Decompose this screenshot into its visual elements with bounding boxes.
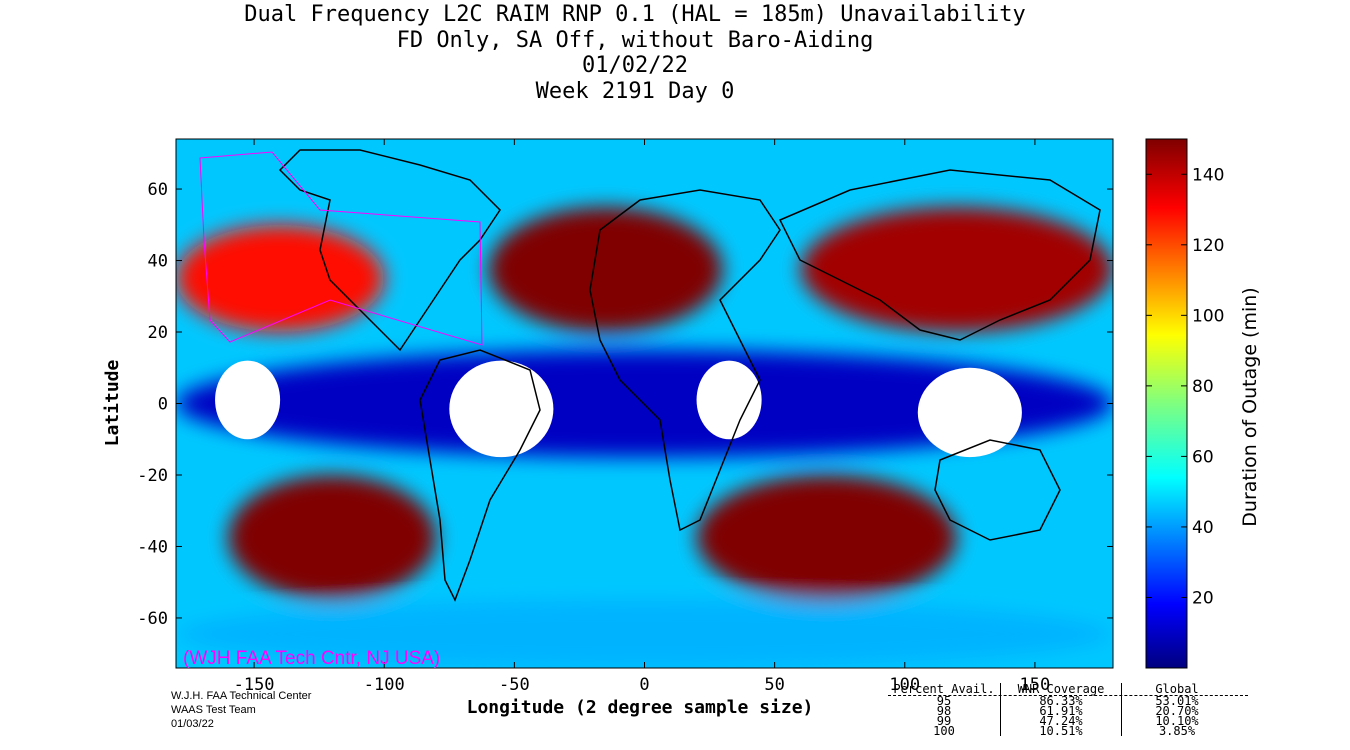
stats-header-row: Percent Avail. WNR Coverage Global xyxy=(888,683,1248,696)
stats-row: 100 10.51% 3.85% xyxy=(888,724,1248,738)
colorbar-tick-label: 140 xyxy=(1192,165,1224,185)
x-tick-label: 100 xyxy=(889,675,920,695)
y-tick-label: -60 xyxy=(137,609,168,629)
heatmap-region xyxy=(488,206,723,333)
footer-line-2: WAAS Test Team xyxy=(171,704,256,716)
stats-header-global: Global xyxy=(1121,683,1232,695)
y-tick-label: 0 xyxy=(158,395,168,415)
y-tick-label: -40 xyxy=(137,537,168,557)
colorbar-tick-label: 40 xyxy=(1192,518,1214,538)
stats-row: 95 86.33% 53.01% xyxy=(888,694,1248,708)
stats-header-wnr: WNR Coverage xyxy=(1000,683,1121,695)
colorbar-tick-label: 20 xyxy=(1192,588,1214,608)
no-outage-zone xyxy=(917,367,1022,458)
heatmap-region xyxy=(176,224,385,333)
heatmap-region xyxy=(800,206,1113,333)
stats-cell: 99 xyxy=(936,714,952,728)
stats-cell: 95 xyxy=(936,694,952,708)
heatmap-region xyxy=(696,474,957,601)
watermark: (WJH FAA Tech Cntr, NJ USA) xyxy=(183,648,440,669)
wnr-coverage-outline xyxy=(199,151,483,346)
stats-cell: 20.70% xyxy=(1121,705,1232,717)
x-tick-label: -50 xyxy=(499,675,530,695)
colorbar-ticks: 20 40 60 80 100 120 140 xyxy=(1146,165,1224,608)
stats-cell: 100 xyxy=(933,724,955,738)
y-axis-ticks: 60 40 20 0 -20 -40 -60 xyxy=(137,180,1113,629)
chart-title-line-4: Week 2191 Day 0 xyxy=(535,79,735,104)
stats-row: 99 47.24% 10.10% xyxy=(888,714,1248,728)
footer-line-3: 01/03/22 xyxy=(171,718,214,730)
x-tick-label: 50 xyxy=(764,675,784,695)
x-tick-label: -100 xyxy=(364,675,405,695)
colorbar-tick-label: 100 xyxy=(1192,306,1224,326)
y-axis-label: Latitude xyxy=(102,359,123,446)
no-outage-zones xyxy=(215,360,1022,458)
chart-title-line-2: FD Only, SA Off, without Baro-Aiding xyxy=(396,28,874,53)
colorbar-tick-label: 120 xyxy=(1192,236,1224,256)
no-outage-zone xyxy=(215,360,281,440)
stats-cell: 86.33% xyxy=(1000,695,1121,707)
stats-cell: 98 xyxy=(936,704,952,718)
colorbar-tick-label: 60 xyxy=(1192,447,1214,467)
y-tick-label: -20 xyxy=(137,466,168,486)
x-tick-label: 0 xyxy=(639,675,649,695)
x-tick-label: -150 xyxy=(234,675,275,695)
no-outage-zone xyxy=(696,360,762,440)
stats-cell: 61.91% xyxy=(1000,705,1121,717)
colorbar xyxy=(1145,138,1188,669)
y-tick-label: 60 xyxy=(148,180,168,200)
y-tick-label: 40 xyxy=(148,252,168,272)
heatmap-region xyxy=(228,474,437,601)
x-axis-label: Longitude (2 degree sample size) xyxy=(467,697,814,718)
coastlines xyxy=(278,149,1101,602)
chart-title-line-1: Dual Frequency L2C RAIM RNP 0.1 (HAL = 1… xyxy=(244,2,1026,27)
chart-title-line-3: 01/02/22 xyxy=(582,53,688,78)
heatmap-region xyxy=(176,600,1113,668)
footer-line-1: W.J.H. FAA Technical Center xyxy=(171,690,312,702)
stats-row: 98 61.91% 20.70% xyxy=(888,704,1248,718)
footer: W.J.H. FAA Technical Center WAAS Test Te… xyxy=(171,689,311,731)
stats-cell: 10.51% xyxy=(1000,725,1121,737)
colorbar-tick-label: 80 xyxy=(1192,377,1214,397)
heatmap xyxy=(176,139,1113,668)
heatmap-regions xyxy=(176,206,1113,668)
stats-cell: 3.85% xyxy=(1121,725,1232,737)
x-axis-ticks: -150 -100 -50 0 50 100 150 xyxy=(234,139,1051,695)
y-tick-label: 20 xyxy=(148,323,168,343)
stats-cell: 10.10% xyxy=(1121,715,1232,727)
no-outage-zone xyxy=(449,360,554,458)
colorbar-label: Duration of Outage (min) xyxy=(1239,287,1261,526)
stats-cell: 53.01% xyxy=(1121,695,1232,707)
availability-stats-table: Percent Avail. WNR Coverage Global 95 86… xyxy=(888,683,1248,738)
stats-header-percent: Percent Avail. xyxy=(893,682,995,696)
x-tick-label: 150 xyxy=(1020,675,1051,695)
stats-cell: 47.24% xyxy=(1000,715,1121,727)
